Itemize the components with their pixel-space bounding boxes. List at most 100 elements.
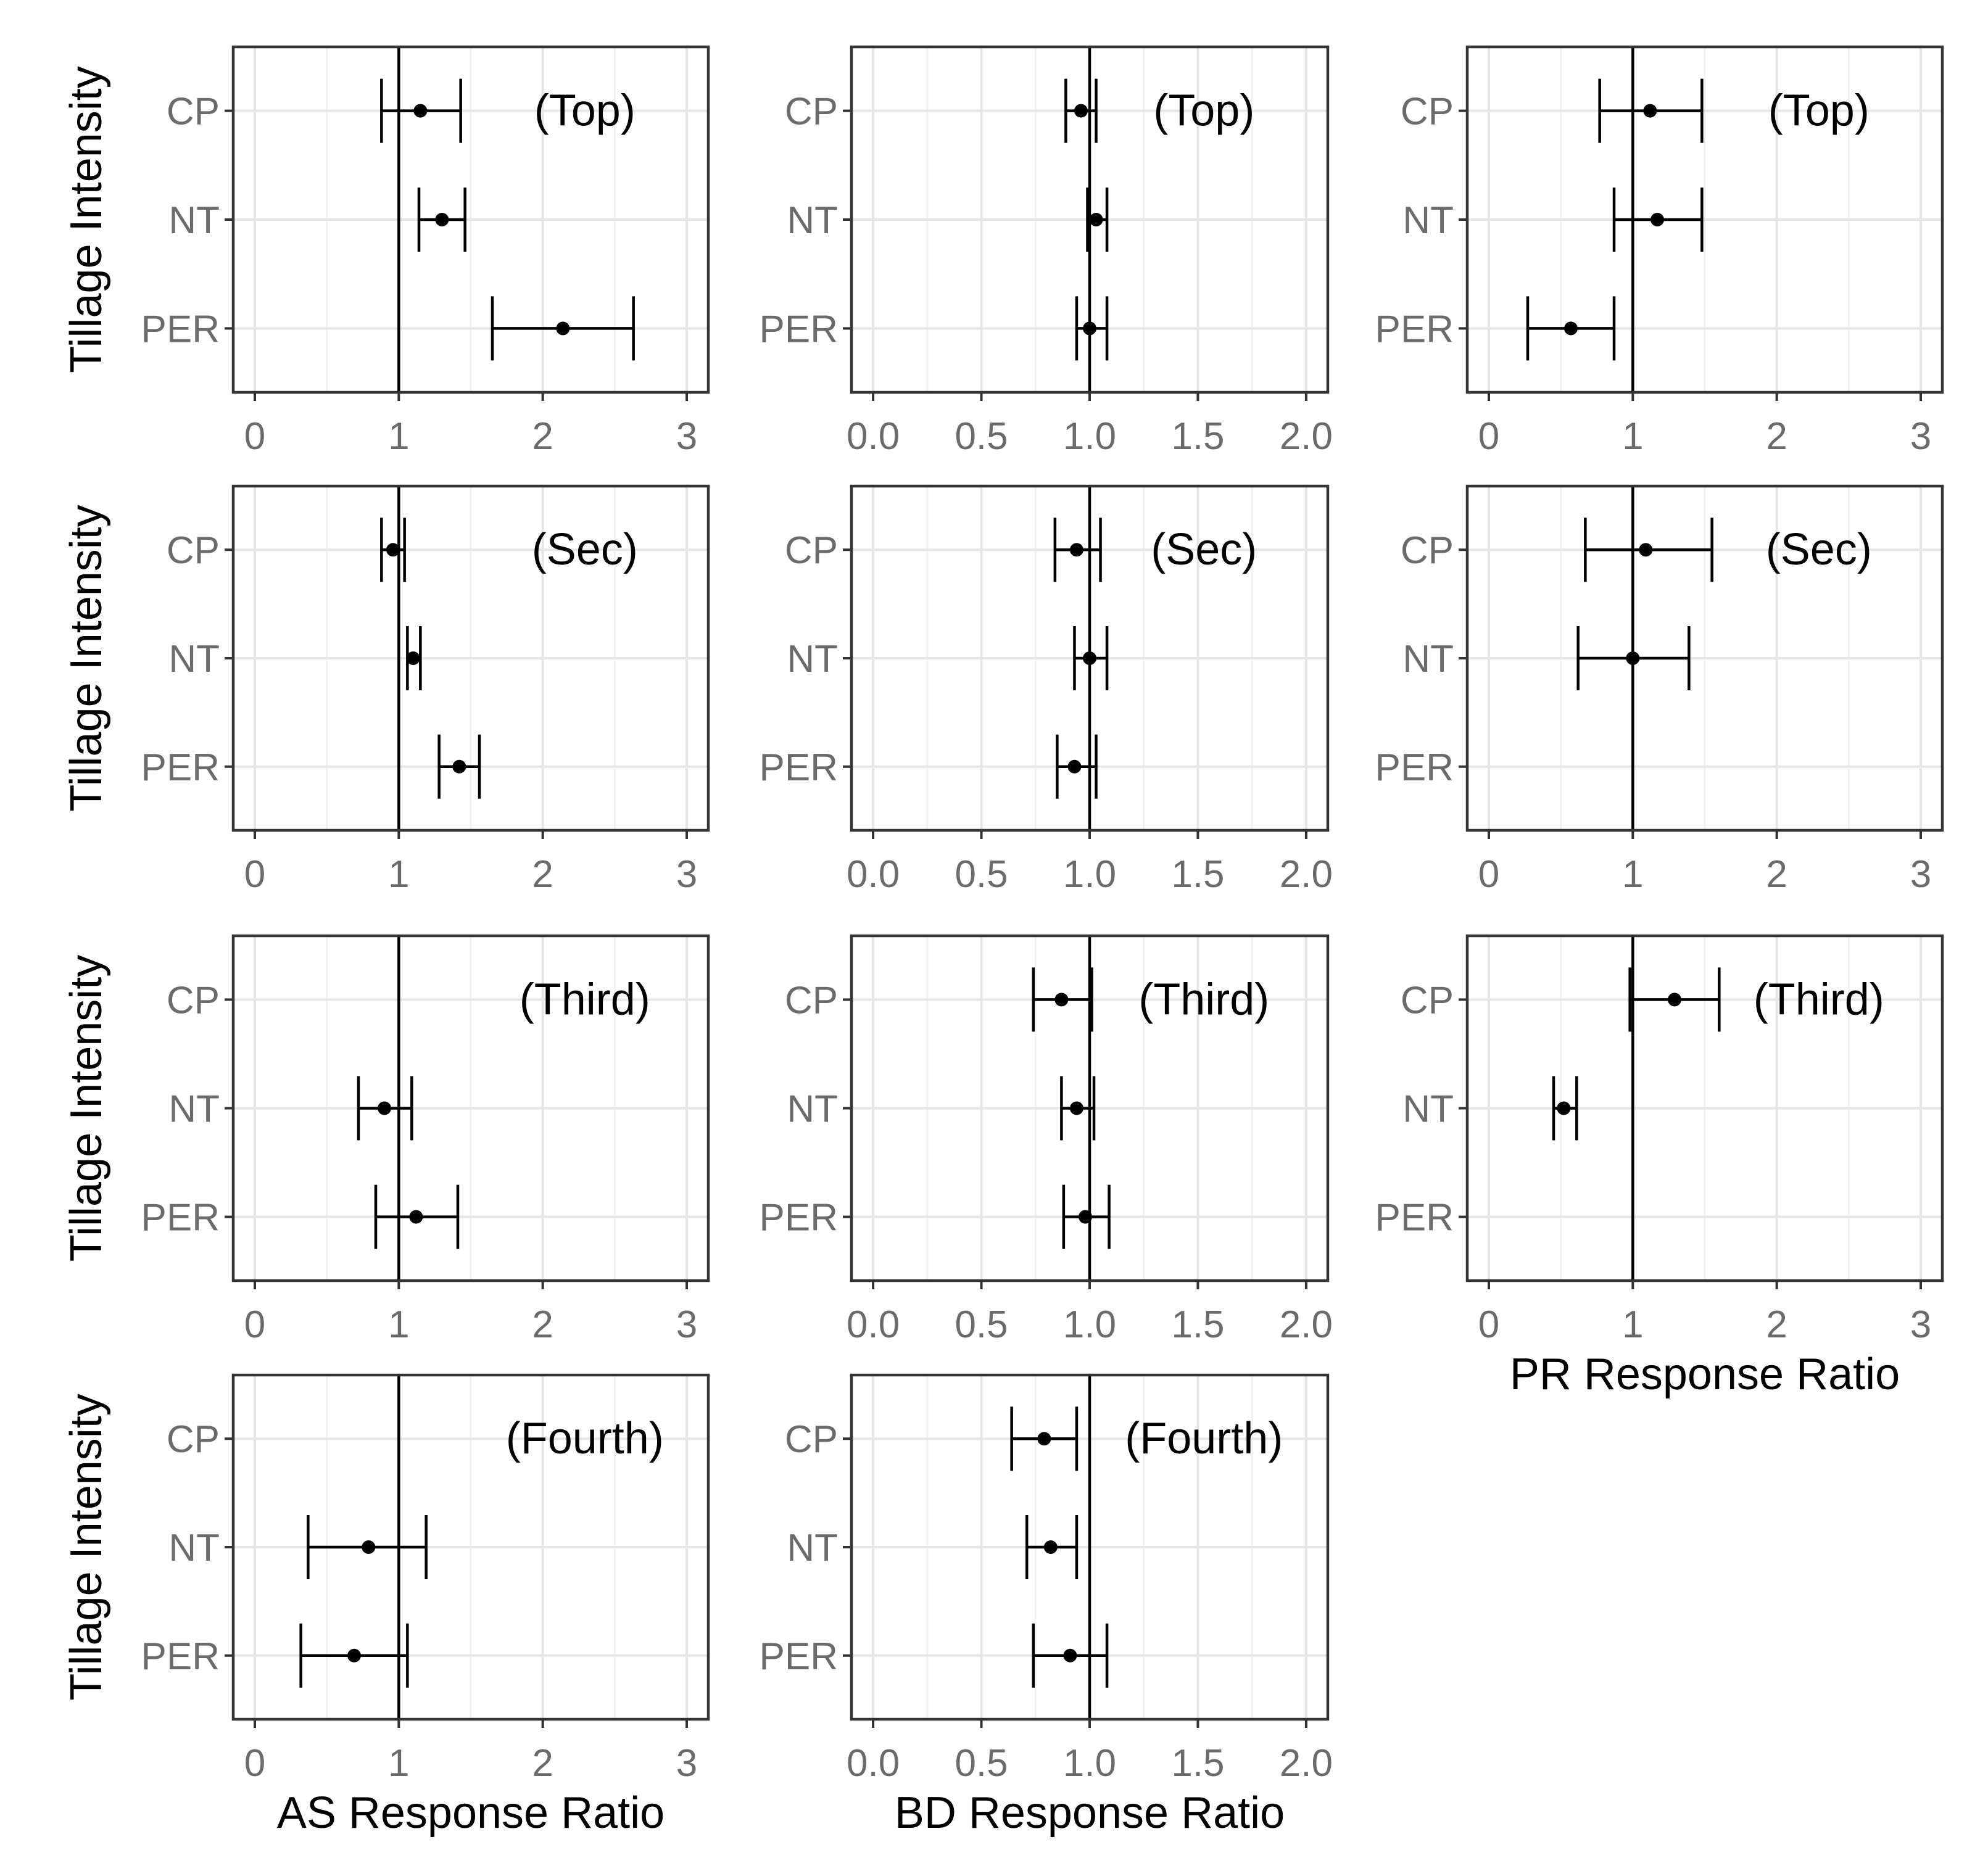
mean-point-per bbox=[556, 321, 570, 336]
y-tick-label: NT bbox=[787, 1088, 838, 1131]
y-tick-label: CP bbox=[785, 1418, 838, 1461]
x-tick-label: 1.0 bbox=[1063, 853, 1116, 896]
mean-point-nt bbox=[362, 1540, 376, 1554]
y-tick-label: CP bbox=[167, 979, 220, 1022]
x-tick-label: 0 bbox=[244, 853, 265, 896]
x-tick-label: 2 bbox=[532, 415, 553, 458]
x-tick-label: 3 bbox=[676, 1303, 697, 1346]
panel-as-top: (Top) CP NT PER 0 1 2 3 Tillage Intensity bbox=[62, 45, 710, 458]
x-tick-label: 1 bbox=[388, 1303, 409, 1346]
x-tick-label: 0 bbox=[1478, 1303, 1499, 1346]
panel-as-fourth: (Fourth) CP NT PER 0 1 2 3 Tillage Intensity AS R… bbox=[62, 1373, 710, 1838]
x-tick-label: 1.0 bbox=[1063, 1742, 1116, 1785]
panel-label: (Fourth) bbox=[1125, 1414, 1283, 1463]
x-tick-label: 2.0 bbox=[1280, 1303, 1333, 1346]
x-axis-title-bd: BD Response Ratio bbox=[895, 1788, 1285, 1838]
x-tick-label: 1.0 bbox=[1063, 415, 1116, 458]
mean-point-cp bbox=[1074, 104, 1088, 118]
x-tick-label: 2 bbox=[1766, 415, 1787, 458]
x-tick-label: 3 bbox=[676, 853, 697, 896]
mean-point-cp bbox=[1668, 993, 1681, 1007]
mean-point-nt bbox=[406, 651, 420, 665]
x-tick-label: 1.5 bbox=[1171, 1303, 1224, 1346]
y-tick-label: NT bbox=[787, 199, 838, 242]
panel-label: (Fourth) bbox=[506, 1414, 664, 1463]
x-tick-label: 0 bbox=[1478, 853, 1499, 896]
y-tick-label: CP bbox=[785, 91, 838, 133]
y-tick-label: NT bbox=[787, 638, 838, 680]
x-tick-label: 0.5 bbox=[955, 853, 1008, 896]
y-tick-label: PER bbox=[141, 746, 220, 789]
x-tick-label: 0.5 bbox=[955, 415, 1008, 458]
panel-bd-third: (Third) CP NT PER 0.0 0.5 1.0 1.5 2.0 bbox=[760, 934, 1333, 1346]
panel-grid: (Top) CP NT PER 0 1 2 3 Tillage Intensity (Top) CP… bbox=[62, 45, 1944, 1838]
panel-pr-top: (Top) CP NT PER 0 1 2 3 bbox=[1375, 45, 1944, 458]
panel-label: (Third) bbox=[520, 975, 650, 1024]
panel-label: (Top) bbox=[1153, 86, 1254, 136]
panel-as-sec: (Sec) CP NT PER 0 1 2 3 Tillage Intensity bbox=[62, 484, 710, 896]
y-tick-label: PER bbox=[1375, 1197, 1454, 1239]
x-tick-label: 3 bbox=[676, 1742, 697, 1785]
y-tick-label: CP bbox=[167, 91, 220, 133]
x-axis-title-as: AS Response Ratio bbox=[277, 1788, 665, 1838]
x-tick-label: 3 bbox=[1910, 1303, 1931, 1346]
panel-bd-top: (Top) CP NT PER 0.0 0.5 1.0 1.5 2.0 bbox=[760, 45, 1333, 458]
x-tick-label: 0.0 bbox=[847, 1303, 900, 1346]
y-tick-label: NT bbox=[1402, 199, 1454, 242]
mean-point-nt bbox=[1557, 1101, 1571, 1115]
y-axis-title: Tillage Intensity bbox=[62, 1394, 111, 1701]
x-tick-label: 1.5 bbox=[1171, 415, 1224, 458]
panel-as-third: (Third) CP NT PER 0 1 2 3 Tillage Intensity bbox=[62, 934, 710, 1346]
mean-point-nt bbox=[1069, 1101, 1083, 1115]
x-tick-label: 2 bbox=[532, 853, 553, 896]
y-tick-label: CP bbox=[167, 1418, 220, 1461]
x-tick-label: 3 bbox=[676, 415, 697, 458]
x-tick-label: 2.0 bbox=[1280, 853, 1333, 896]
panel-label: (Top) bbox=[534, 86, 636, 136]
panel-label: (Top) bbox=[1768, 86, 1870, 136]
x-tick-label: 0 bbox=[244, 415, 265, 458]
mean-point-per bbox=[1067, 759, 1082, 774]
x-tick-label: 1 bbox=[1622, 853, 1643, 896]
x-tick-label: 2 bbox=[532, 1303, 553, 1346]
mean-point-cp bbox=[386, 543, 400, 557]
mean-point-per bbox=[1078, 1210, 1092, 1224]
x-tick-label: 1 bbox=[388, 415, 409, 458]
mean-point-cp bbox=[1069, 543, 1083, 557]
y-tick-label: PER bbox=[141, 308, 220, 350]
y-axis-title: Tillage Intensity bbox=[62, 505, 111, 812]
y-tick-label: NT bbox=[168, 1527, 220, 1569]
panel-bd-sec: (Sec) CP NT PER 0.0 0.5 1.0 1.5 2.0 bbox=[760, 484, 1333, 896]
y-tick-label: PER bbox=[141, 1197, 220, 1239]
panel-pr-sec: (Sec) CP NT PER 0 1 2 3 bbox=[1375, 484, 1944, 896]
mean-point-per bbox=[1083, 321, 1096, 336]
y-tick-label: CP bbox=[785, 979, 838, 1022]
x-tick-label: 2 bbox=[1766, 1303, 1787, 1346]
x-tick-label: 0 bbox=[1478, 415, 1499, 458]
x-tick-label: 0.0 bbox=[847, 415, 900, 458]
x-tick-label: 2 bbox=[1766, 853, 1787, 896]
x-tick-label: 1 bbox=[1622, 415, 1643, 458]
mean-point-cp bbox=[413, 104, 428, 118]
mean-point-nt bbox=[378, 1101, 391, 1115]
x-tick-label: 3 bbox=[1910, 415, 1931, 458]
y-axis-title: Tillage Intensity bbox=[62, 66, 111, 373]
y-axis-title: Tillage Intensity bbox=[62, 955, 111, 1262]
y-tick-label: PER bbox=[760, 1635, 838, 1678]
x-tick-label: 3 bbox=[1910, 853, 1931, 896]
y-tick-label: PER bbox=[1375, 308, 1454, 350]
x-tick-label: 0 bbox=[244, 1742, 265, 1785]
x-axis-title-pr: PR Response Ratio bbox=[1510, 1350, 1900, 1399]
x-tick-label: 2.0 bbox=[1280, 1742, 1333, 1785]
mean-point-nt bbox=[1089, 213, 1103, 226]
mean-point-nt bbox=[1043, 1540, 1058, 1554]
y-tick-label: NT bbox=[168, 199, 220, 242]
panel-label: (Sec) bbox=[532, 525, 638, 574]
mean-point-nt bbox=[1650, 213, 1664, 226]
panel-label: (Sec) bbox=[1151, 525, 1257, 574]
x-tick-label: 0.5 bbox=[955, 1303, 1008, 1346]
mean-point-cp bbox=[1054, 993, 1069, 1007]
y-tick-label: PER bbox=[141, 1635, 220, 1678]
x-tick-label: 1 bbox=[388, 853, 409, 896]
